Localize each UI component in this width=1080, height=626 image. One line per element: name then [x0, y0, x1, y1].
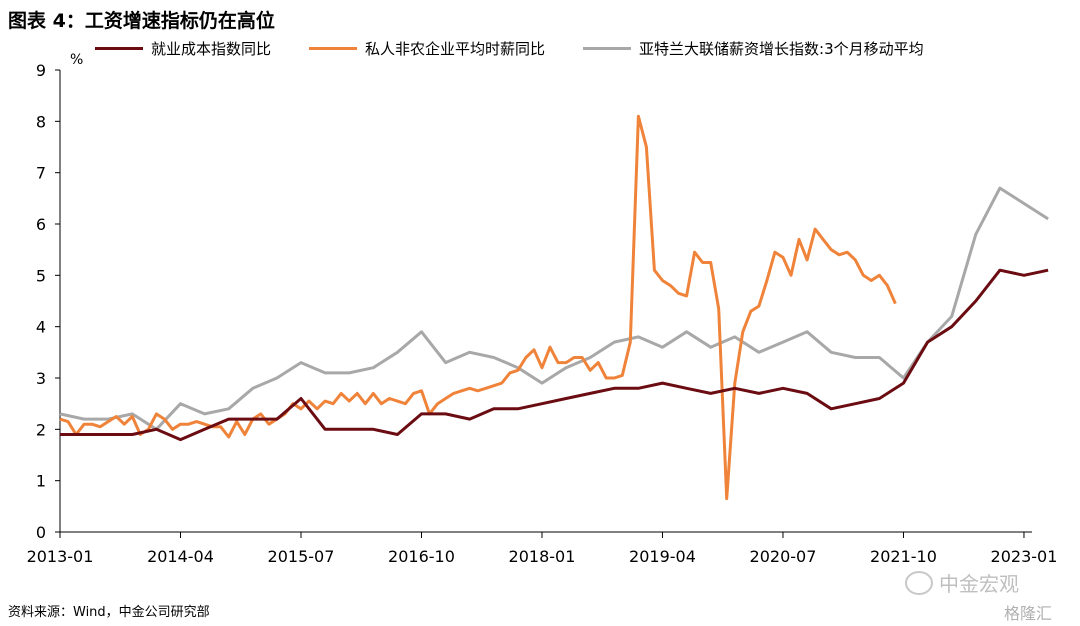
x-tick-label: 2013-01	[27, 547, 94, 566]
watermark-text: 中金宏观	[939, 572, 1019, 596]
series-line-2	[59, 186, 1049, 431]
chart-title: 图表 4：工资增速指标仍在高位	[8, 10, 275, 32]
watermark: 中金宏观	[905, 568, 1019, 597]
y-axis-unit: %	[70, 52, 84, 68]
source-note: 资料来源：Wind，中金公司研究部	[8, 605, 210, 620]
y-tick-label: 5	[36, 266, 46, 285]
x-tick-label: 2018-01	[509, 547, 576, 566]
y-tick-label: 7	[36, 164, 46, 183]
corner-watermark: 格隆汇	[1004, 604, 1053, 623]
series-line-0	[60, 268, 1049, 442]
legend-item-eci: 就业成本指数同比	[95, 38, 271, 59]
y-tick-label: 4	[36, 318, 46, 337]
legend-item-private-wage: 私人非农企业平均时薪同比	[309, 38, 545, 59]
legend-label-eci: 就业成本指数同比	[151, 40, 272, 58]
x-tick-label: 2019-04	[629, 547, 696, 566]
y-tick-label: 0	[36, 523, 46, 542]
chart-legend: 就业成本指数同比 私人非农企业平均时薪同比 亚特兰大联储薪资增长指数:3个月移动…	[95, 38, 962, 59]
legend-swatch-atlanta-fed	[583, 47, 632, 50]
y-tick-label: 2	[36, 420, 46, 439]
legend-item-atlanta-fed: 亚特兰大联储薪资增长指数:3个月移动平均	[583, 38, 924, 59]
x-tick-label: 2015-07	[268, 547, 335, 566]
legend-swatch-private-wage	[309, 47, 358, 50]
x-tick-label: 2014-04	[147, 547, 214, 566]
y-tick-label: 1	[36, 472, 46, 491]
legend-label-atlanta-fed: 亚特兰大联储薪资增长指数:3个月移动平均	[639, 40, 924, 58]
y-tick-label: 3	[36, 369, 46, 388]
x-tick-label: 2016-10	[388, 547, 455, 566]
x-tick-label: 2021-10	[870, 547, 937, 566]
y-tick-label: 9	[36, 61, 46, 80]
legend-label-private-wage: 私人非农企业平均时薪同比	[365, 40, 546, 58]
y-tick-label: 8	[36, 112, 46, 131]
wechat-logo-icon	[905, 570, 933, 595]
x-tick-label: 2023-01	[991, 547, 1058, 566]
y-tick-label: 6	[36, 215, 46, 234]
series-line-1	[59, 114, 897, 501]
x-tick-label: 2020-07	[750, 547, 817, 566]
legend-swatch-eci	[95, 47, 143, 50]
